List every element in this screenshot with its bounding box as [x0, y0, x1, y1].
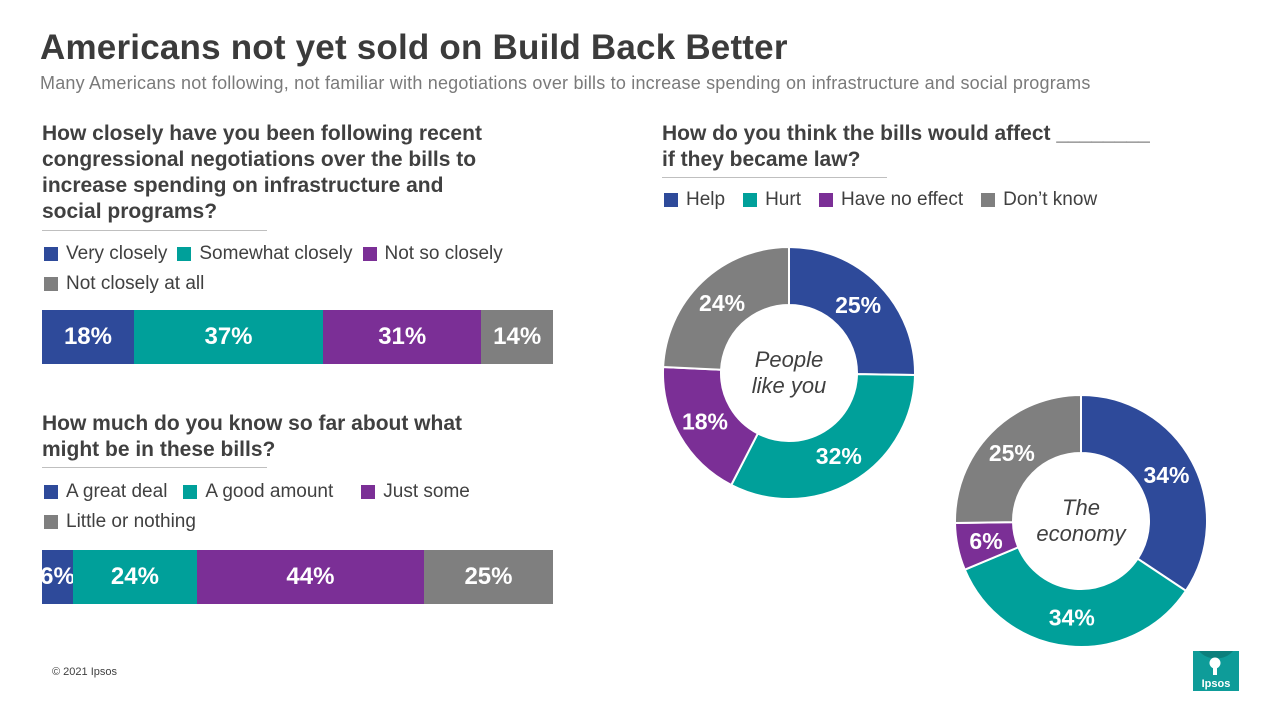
- copyright: © 2021 Ipsos: [52, 666, 117, 678]
- question-line: How do you think the bills would affect …: [662, 122, 1150, 145]
- question-following: How closely have you been following rece…: [42, 121, 482, 225]
- legend-item: Very closely: [44, 243, 167, 265]
- legend-label: Not closely at all: [66, 273, 205, 294]
- legend-item: A good amount: [183, 481, 333, 503]
- question-affect: How do you think the bills would affect …: [662, 121, 1150, 173]
- legend-item: Have no effect: [818, 189, 964, 211]
- legend-swatch: [818, 193, 833, 207]
- legend-item: Help: [664, 189, 725, 211]
- question-line: social programs?: [42, 200, 218, 223]
- legend-label: Not so closely: [384, 243, 503, 264]
- legend-item: A great deal: [44, 481, 167, 503]
- bar-segment-label: 25%: [464, 563, 513, 590]
- donut-slice: [963, 545, 1188, 648]
- question-line: if they became law?: [662, 148, 861, 171]
- legend-swatch: [183, 485, 198, 499]
- donut-slice: [1080, 393, 1208, 593]
- question-line: increase spending on infrastructure and: [42, 174, 444, 197]
- legend-label: Very closely: [66, 243, 168, 264]
- legend-label: Have no effect: [840, 189, 964, 210]
- legend-knowledge: A great deal A good amount Just some Lit…: [44, 477, 480, 537]
- donut-center-label: like you: [752, 373, 827, 398]
- legend-label: Little or nothing: [66, 511, 196, 532]
- bar-segment-label: 24%: [110, 563, 159, 590]
- legend-label: Help: [686, 189, 726, 210]
- legend-label: A great deal: [66, 481, 168, 502]
- legend-swatch: [44, 247, 58, 261]
- stacked-bar-following: 18% 37% 31% 14%: [42, 310, 553, 364]
- bar-segment-label: 31%: [378, 323, 427, 350]
- question-line: might be in these bills?: [42, 438, 276, 461]
- donut-center-label: People: [755, 347, 824, 372]
- legend-item: Not so closely: [362, 243, 503, 265]
- legend-label: Just some: [383, 481, 470, 502]
- donut-slice-label: 24%: [699, 290, 745, 316]
- donut-slice-label: 34%: [1143, 462, 1189, 488]
- legend-item: Just some: [361, 481, 470, 503]
- donut-slice-label: 25%: [835, 292, 881, 318]
- donut-slice-label: 32%: [816, 443, 862, 469]
- legend-label: A good amount: [205, 481, 334, 502]
- divider: [42, 230, 267, 231]
- page-subtitle: Many Americans not following, not famili…: [40, 73, 1091, 93]
- donut-slice: [954, 393, 1082, 525]
- legend-following: Very closely Somewhat closely Not so clo…: [44, 239, 513, 299]
- donut-center-label: economy: [1036, 521, 1127, 546]
- ipsos-logo: Ipsos: [1193, 651, 1239, 691]
- donut-slice-label: 34%: [1049, 605, 1095, 631]
- divider: [42, 467, 267, 468]
- bar-segment: 25%: [423, 550, 553, 604]
- question-line: congressional negotiations over the bill…: [42, 148, 477, 171]
- donut-slice-label: 6%: [969, 528, 1002, 554]
- donut-slice: [729, 373, 917, 500]
- legend-item: Not closely at all: [44, 273, 204, 295]
- legend-swatch: [362, 247, 377, 261]
- bar-segment-label: 37%: [204, 323, 253, 350]
- legend-swatch: [44, 515, 58, 529]
- bar-segment: 24%: [72, 550, 197, 604]
- legend-swatch: [44, 485, 58, 499]
- bar-segment: 37%: [133, 310, 324, 364]
- bar-segment: 44%: [196, 550, 424, 604]
- stacked-bar-knowledge: 6% 24% 44% 25%: [40, 550, 553, 604]
- bar-segment-label: 6%: [40, 563, 75, 590]
- legend-swatch: [177, 247, 192, 261]
- bar-segment-label: 18%: [63, 323, 112, 350]
- legend-item: Somewhat closely: [177, 243, 353, 265]
- bar-segment: 6%: [40, 550, 75, 604]
- divider: [662, 177, 887, 178]
- bar-segment: 14%: [481, 310, 553, 364]
- legend-swatch: [981, 193, 996, 207]
- bar-segment-label: 44%: [286, 563, 335, 590]
- legend-swatch: [44, 277, 58, 291]
- legend-item: Don’t know: [981, 189, 1097, 211]
- logo-wordmark: Ipsos: [1202, 678, 1231, 690]
- donut-slice-label: 25%: [989, 440, 1035, 466]
- page-title: Americans not yet sold on Build Back Bet…: [40, 28, 788, 67]
- question-line: How closely have you been following rece…: [42, 122, 482, 145]
- bar-segment: 18%: [42, 310, 134, 364]
- legend-label: Don’t know: [1003, 189, 1098, 210]
- bar-segment: 31%: [323, 310, 482, 364]
- question-knowledge: How much do you know so far about what m…: [42, 411, 462, 463]
- legend-item: Little or nothing: [44, 511, 196, 533]
- bar-segment-label: 14%: [493, 323, 542, 350]
- donut-slice: [662, 245, 790, 371]
- legend-label: Somewhat closely: [199, 243, 353, 264]
- legend-affect: Help Hurt Have no effect Don’t know: [664, 185, 1107, 215]
- question-line: How much do you know so far about what: [42, 412, 463, 435]
- donut-slice-label: 18%: [682, 409, 728, 435]
- donut-slice: [788, 245, 916, 377]
- legend-label: Hurt: [765, 189, 801, 210]
- legend-swatch: [664, 193, 678, 207]
- legend-swatch: [743, 193, 758, 207]
- donut-center-label: The: [1062, 495, 1100, 520]
- legend-item: Hurt: [743, 189, 801, 211]
- legend-swatch: [361, 485, 376, 499]
